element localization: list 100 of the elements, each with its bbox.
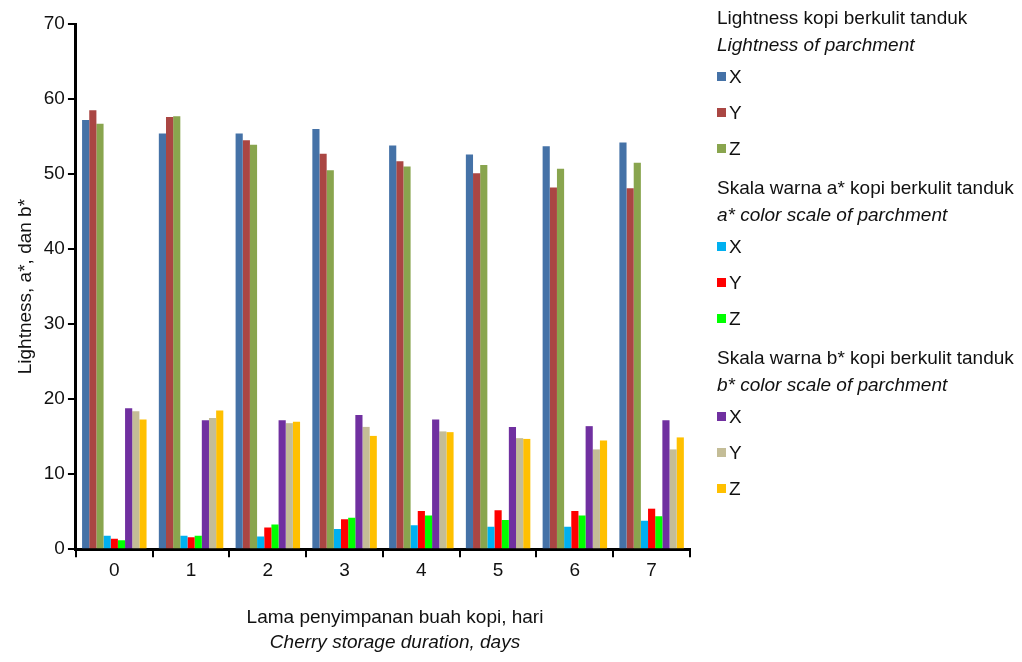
bar (389, 145, 397, 549)
bar (542, 146, 550, 549)
bar (564, 526, 572, 549)
bar (549, 187, 557, 549)
bar (648, 508, 656, 549)
x-tick-label: 5 (492, 558, 504, 580)
legend-label: X (729, 404, 742, 429)
bar (166, 117, 174, 549)
bar (494, 510, 502, 549)
bar (655, 516, 663, 549)
bar (117, 540, 126, 549)
bar (312, 129, 320, 549)
bar (292, 421, 301, 549)
bar (571, 510, 579, 549)
bar (103, 535, 111, 549)
bar (619, 142, 627, 549)
text: a* color scale of parchment (717, 203, 949, 227)
bar (396, 161, 404, 549)
bar (676, 437, 684, 549)
bar (355, 414, 363, 549)
bar (662, 420, 670, 549)
bar (465, 154, 474, 549)
bar (235, 133, 243, 549)
bar (348, 517, 356, 549)
bar (473, 173, 481, 549)
bar (640, 520, 649, 549)
x-tick-label: 6 (569, 558, 581, 580)
legend-label: Y (729, 270, 742, 295)
bar (319, 153, 327, 549)
legend-label: X (729, 234, 742, 259)
bar (89, 110, 97, 549)
bar (523, 438, 531, 549)
bar (585, 426, 593, 549)
legend-label: X (729, 64, 742, 89)
bar (125, 408, 133, 549)
x-tick-label: 3 (339, 558, 350, 580)
text: Lightness of parchment (717, 33, 916, 57)
bar (669, 449, 677, 549)
text: Skala warna b* kopi berkulit tanduk (717, 346, 1015, 370)
bar (96, 123, 104, 549)
bar (508, 426, 517, 549)
bar (446, 432, 454, 549)
bar (362, 426, 370, 549)
y-tick-label: 70 (43, 12, 65, 34)
bar (369, 435, 377, 549)
legend-label: Y (729, 440, 742, 465)
bar (208, 417, 217, 549)
bar (333, 528, 342, 549)
y-tick-label: 0 (54, 537, 65, 559)
x-axis-title: Lama penyimpanan buah kopi, hari Cherry storage duration, days (245, 605, 545, 654)
bar (326, 170, 334, 549)
y-tick-label: 20 (43, 387, 65, 409)
bar (139, 419, 147, 549)
text: Skala warna a* kopi berkulit tanduk (717, 176, 1015, 200)
bar (578, 515, 586, 549)
y-tick-label: 10 (43, 462, 65, 484)
bar (432, 419, 440, 549)
bar (201, 420, 209, 549)
bar (180, 535, 188, 549)
y-tick-label: 50 (43, 162, 65, 184)
legend-label: Z (729, 136, 741, 161)
bar (216, 410, 224, 549)
bar (592, 449, 600, 549)
bar (271, 524, 279, 549)
bar (487, 526, 495, 549)
bar (249, 144, 258, 549)
bar (82, 120, 90, 549)
bar (403, 166, 411, 549)
bar (257, 536, 265, 549)
bar (264, 527, 272, 549)
bar (132, 411, 140, 549)
y-axis-title: Lightness, a*, dan b* (13, 198, 35, 375)
bar (417, 510, 425, 549)
bar (187, 537, 195, 549)
bar (278, 420, 286, 549)
text: Lightness kopi berkulit tanduk (717, 6, 969, 30)
bar (599, 440, 608, 549)
bar (158, 133, 166, 549)
bar (410, 525, 418, 549)
legend-label: Y (729, 100, 742, 125)
bar (501, 519, 509, 549)
legend-label: Z (729, 476, 741, 501)
y-tick-label: 40 (43, 237, 65, 259)
bar (341, 519, 349, 549)
bar (285, 423, 293, 549)
x-tick-label: 2 (262, 558, 274, 580)
x-tick-label: 0 (109, 558, 120, 580)
bar (194, 535, 202, 549)
bar (424, 515, 433, 549)
text: b* color scale of parchment (717, 373, 949, 397)
bar (626, 188, 634, 549)
y-tick-label: 30 (43, 312, 65, 334)
x-tick-label: 4 (416, 558, 428, 580)
bar (110, 538, 118, 549)
bar (242, 140, 250, 549)
bar (516, 438, 524, 549)
legend-label: Z (729, 306, 741, 331)
bar (439, 431, 447, 549)
y-tick-label: 60 (43, 87, 65, 109)
bar (480, 165, 488, 549)
